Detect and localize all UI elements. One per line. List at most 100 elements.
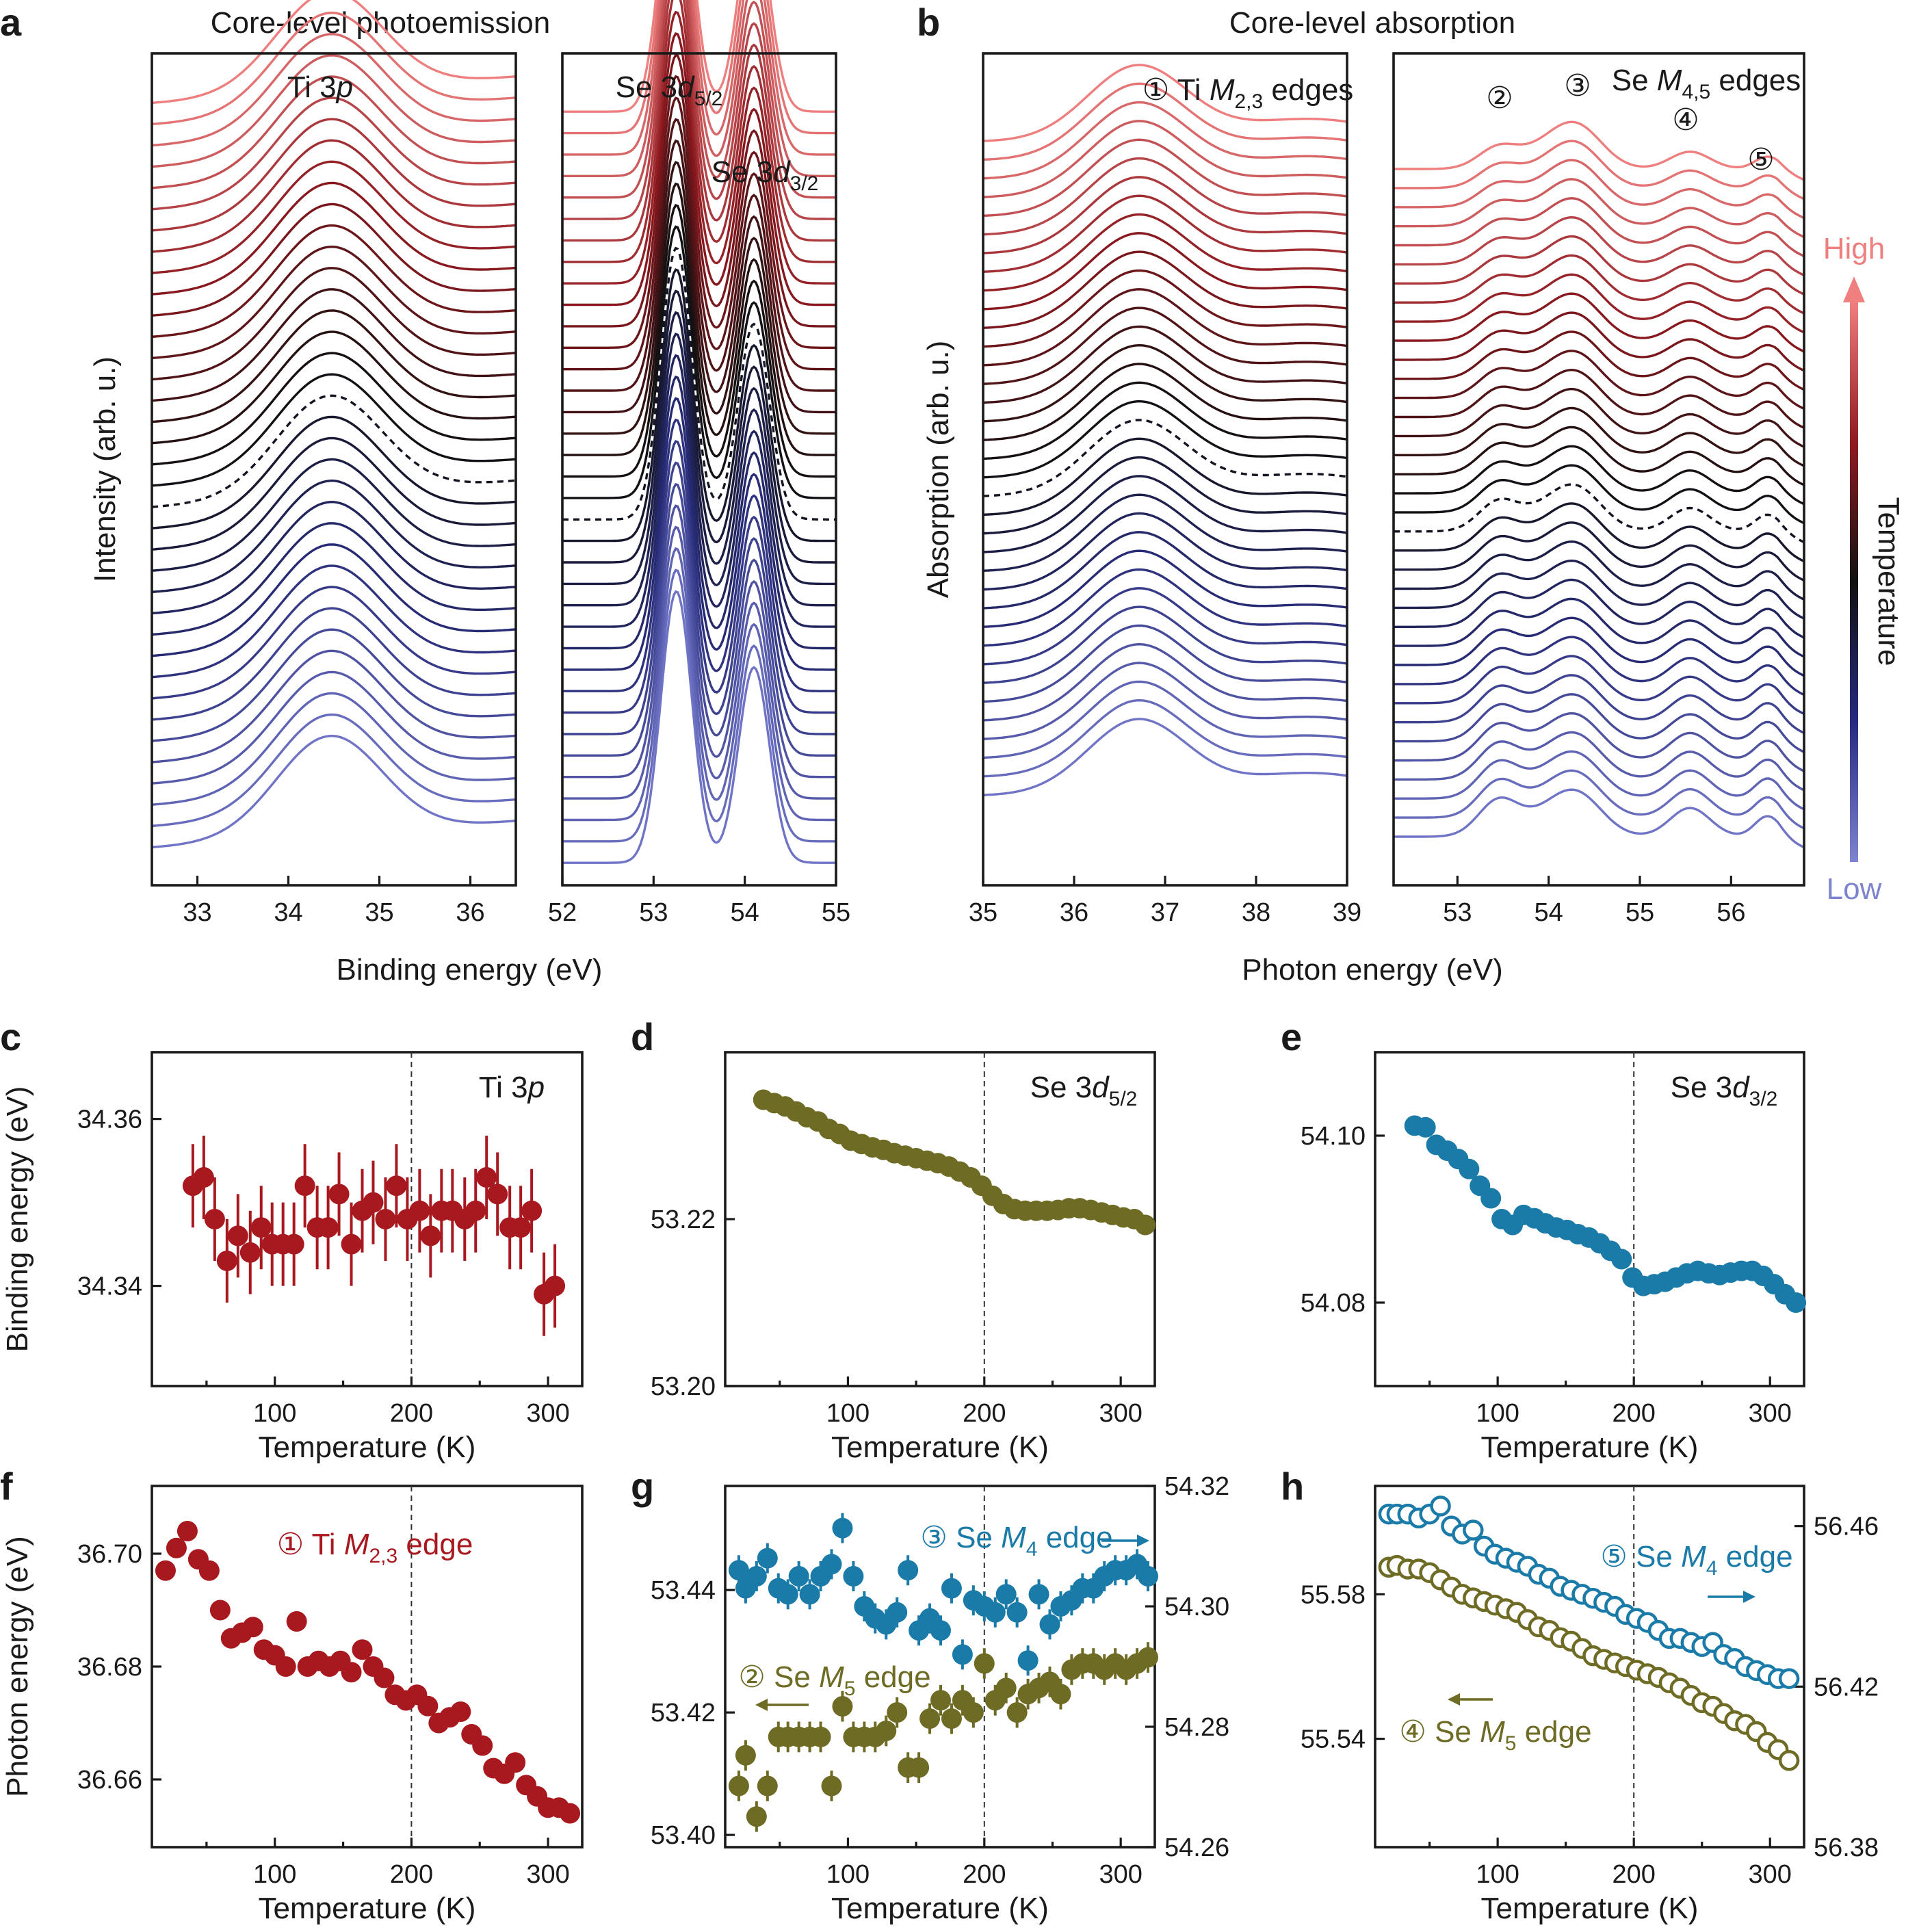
spectrum-curve — [151, 96, 517, 211]
spectrum-curve — [982, 64, 1348, 142]
arrow-g-left-head — [755, 1699, 768, 1711]
data-point — [521, 1200, 543, 1221]
x-tick-label: 36 — [1060, 898, 1088, 927]
spectrum-curve — [562, 96, 836, 371]
label-f-ti-m23-edge: ① Ti M2,3 edge — [277, 1528, 473, 1567]
axes-frame — [151, 1051, 584, 1387]
spectrum-curve — [1394, 788, 1805, 849]
spectrum-curve — [1394, 330, 1805, 391]
spectrum-curve — [562, 246, 836, 521]
y-tick-label: 53.44 — [651, 1576, 716, 1605]
spectrum-curve — [1394, 197, 1805, 257]
spectrum-curve — [151, 181, 517, 296]
spectrum-curve — [562, 0, 836, 156]
data-point — [941, 1708, 962, 1729]
spectrum-curve — [1394, 235, 1805, 296]
data-point — [155, 1560, 176, 1581]
x-tick-label: 34 — [274, 898, 302, 927]
spectrum-curve — [982, 213, 1348, 292]
data-point — [777, 1584, 798, 1605]
spectrum-curve — [1394, 502, 1805, 563]
data-point — [341, 1233, 362, 1255]
y-tick-label: 54.32 — [1164, 1472, 1229, 1501]
spectrum-curve — [1394, 636, 1805, 696]
x-tick-label: 35 — [365, 898, 393, 927]
panel-letter-a: a — [0, 1, 22, 44]
x-tick-label: 54 — [731, 898, 759, 927]
x-tick-label: 200 — [1612, 1399, 1655, 1428]
data-point — [1430, 1496, 1451, 1517]
x-tick-label: 35 — [969, 898, 997, 927]
data-point — [510, 1217, 532, 1238]
spectrum-curve — [1394, 731, 1805, 792]
y-tick-label: 54.10 — [1301, 1122, 1366, 1151]
spectrum-curve — [1394, 311, 1805, 372]
axes-frame-a1 — [151, 52, 517, 887]
data-point — [1463, 1519, 1484, 1541]
spectrum-curve — [562, 590, 836, 864]
data-point — [887, 1702, 908, 1723]
data-point — [757, 1548, 778, 1569]
label-se3d32: Se 3d3/2 — [712, 155, 819, 195]
x-axis-label: Temperature (K) — [831, 1892, 1049, 1925]
data-point — [919, 1708, 941, 1729]
data-point — [735, 1745, 756, 1766]
spectrum-curve — [1394, 483, 1805, 544]
spectrum-curve — [562, 268, 836, 543]
spectrum-curve — [1394, 445, 1805, 506]
spectrum-curve — [562, 482, 836, 757]
y-tick-label: 54.28 — [1164, 1713, 1229, 1742]
data-point — [930, 1690, 951, 1711]
data-point — [1135, 1214, 1156, 1236]
data-point — [1786, 1292, 1807, 1313]
spectrum-curve — [1394, 426, 1805, 486]
ticks-a2: 52 53 54 55 — [548, 876, 850, 927]
spectrum-curve — [562, 53, 836, 328]
spectrum-curve — [1394, 368, 1805, 429]
spectrum-curve — [1394, 750, 1805, 811]
data-point — [386, 1175, 407, 1197]
y-tick-label: 34.34 — [77, 1272, 142, 1301]
spectrum-curve — [562, 311, 836, 586]
spectrum-curve — [562, 225, 836, 499]
spectrum-curve — [982, 363, 1348, 441]
colorbar-gradient — [1850, 301, 1858, 862]
data-point — [250, 1217, 272, 1238]
axes-frame — [1374, 1485, 1805, 1849]
spectrum-curve — [1394, 674, 1805, 734]
spectrum-curve — [151, 670, 517, 785]
label-g-se-m5: ② Se M5 edge — [738, 1660, 930, 1700]
spectrum-curve — [982, 699, 1348, 778]
y-tick-label: 54.08 — [1301, 1289, 1366, 1318]
x-tick-label: 200 — [390, 1860, 433, 1889]
data-point — [799, 1584, 820, 1605]
y-tick-label: 34.36 — [77, 1106, 142, 1134]
spectrum-curve — [151, 352, 517, 466]
spectrum-curve — [151, 522, 517, 636]
data-point — [363, 1192, 384, 1213]
data-point — [1138, 1566, 1159, 1587]
spectrum-curve — [982, 82, 1348, 161]
data-point — [294, 1175, 315, 1197]
data-point — [821, 1775, 842, 1797]
data-point — [177, 1521, 198, 1541]
label-e-se3d32: Se 3d3/2 — [1671, 1071, 1778, 1110]
spectrum-curve — [151, 224, 517, 338]
data-point — [166, 1537, 187, 1558]
x-tick-label: 56 — [1716, 898, 1745, 927]
spectrum-curve — [982, 718, 1348, 796]
data-point — [728, 1560, 749, 1581]
data-point — [465, 1200, 486, 1221]
spectrum-curve — [1394, 350, 1805, 410]
spectrum-curve — [982, 624, 1348, 703]
spectrum-curve — [151, 75, 517, 190]
spectrum-curve — [151, 139, 517, 253]
x-tick-label: 200 — [390, 1399, 433, 1428]
data-point — [1006, 1602, 1028, 1623]
x-axis-label: Temperature (K) — [831, 1431, 1049, 1464]
spectrum-curve — [982, 288, 1348, 367]
spectrum-curve — [982, 493, 1348, 572]
spectrum-curve — [562, 139, 836, 414]
spectrum-curve — [982, 194, 1348, 273]
spectrum-curve — [562, 118, 836, 392]
